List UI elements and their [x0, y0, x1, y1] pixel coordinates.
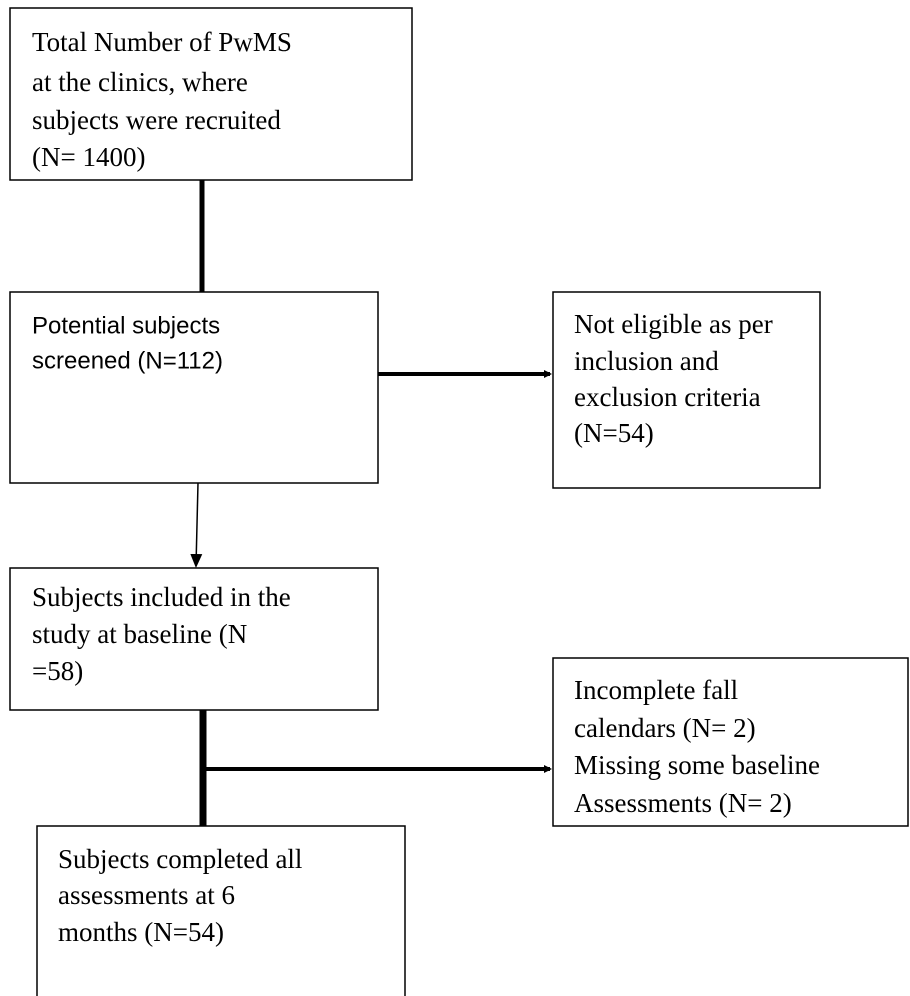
- box-text: subjects were recruited: [32, 105, 281, 135]
- box: [36, 825, 406, 996]
- box-text: Potential subjects: [32, 312, 220, 339]
- box-text: (N= 1400): [32, 142, 145, 172]
- box-text: at the clinics, where: [32, 67, 248, 97]
- box: [552, 291, 821, 489]
- box-text: months (N=54): [58, 917, 224, 947]
- box-text: assessments at 6: [58, 880, 235, 910]
- box-text: Not eligible as per: [574, 309, 773, 339]
- box-text: Incomplete fall: [574, 675, 738, 705]
- box-text: Missing some baseline: [574, 750, 820, 780]
- box-text: screened (N=112): [32, 347, 223, 374]
- box: [9, 291, 379, 484]
- box-text: Subjects included in the: [32, 582, 291, 612]
- box: [552, 657, 909, 827]
- box-text: calendars (N= 2): [574, 713, 756, 743]
- box-text: study at baseline (N: [32, 619, 247, 649]
- box-text: (N=54): [574, 418, 654, 448]
- box-text: inclusion and: [574, 346, 719, 376]
- box-text: Total Number of PwMS: [32, 27, 292, 57]
- box-text: Subjects completed all: [58, 844, 302, 874]
- box-text: =58): [32, 656, 83, 686]
- arrow: [190, 482, 203, 568]
- box-text: Assessments (N= 2): [574, 788, 792, 818]
- box: [9, 567, 379, 711]
- box-text: exclusion criteria: [574, 382, 761, 412]
- box: [9, 7, 413, 181]
